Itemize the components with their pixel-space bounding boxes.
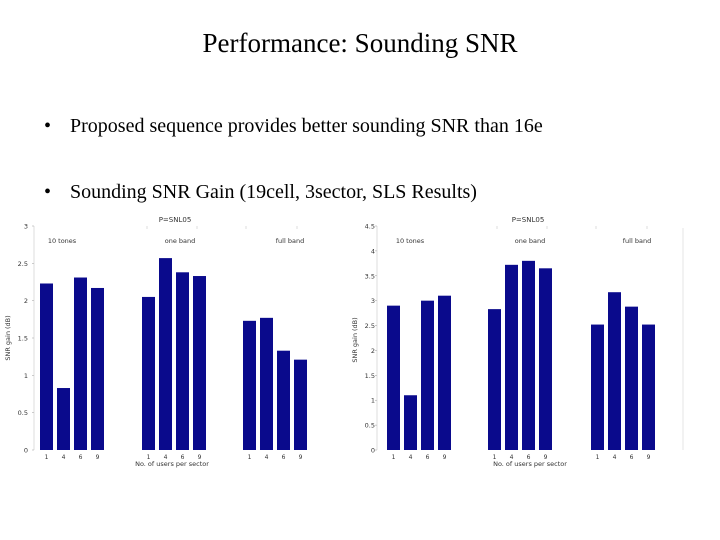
x-tick-label: 4 — [613, 454, 617, 461]
bar — [404, 395, 417, 450]
x-tick-label: 9 — [96, 454, 100, 461]
x-tick-label: 9 — [198, 454, 202, 461]
x-tick-label: 6 — [527, 454, 531, 461]
y-tick-label: 3 — [24, 223, 28, 231]
bar — [260, 317, 273, 450]
x-tick-label: 4 — [510, 454, 514, 461]
y-tick-label: 1.5 — [365, 372, 375, 380]
x-tick-label: 1 — [596, 454, 600, 461]
bar — [57, 388, 70, 450]
x-tick-label: 6 — [79, 454, 83, 461]
x-axis-label: No. of users per sector — [493, 460, 567, 468]
y-tick-label: 0 — [371, 447, 375, 455]
x-tick-label: 6 — [282, 454, 286, 461]
y-tick-label: 3 — [371, 297, 375, 305]
slide-title: Performance: Sounding SNR — [202, 28, 518, 58]
y-tick-label: 2 — [371, 347, 375, 355]
snr-gain-chart-right: P=SNL05 0 0.5 1 1.5 2 2.5 3 3.5 4 4.5 SNR gain (dB)… — [351, 216, 684, 468]
x-tick-label: 1 — [45, 454, 49, 461]
bar — [91, 287, 104, 450]
chart-title: P=SNL05 — [159, 216, 192, 224]
y-tick-label: 3.5 — [365, 272, 375, 280]
x-tick-label: 4 — [164, 454, 168, 461]
bar — [142, 296, 155, 450]
group-label: one band — [165, 237, 196, 245]
bar — [488, 309, 501, 450]
bar — [176, 272, 189, 450]
x-tick-label: 6 — [181, 454, 185, 461]
bar — [522, 260, 535, 450]
chart-title: P=SNL05 — [512, 216, 545, 224]
group-label: full band — [623, 237, 651, 245]
x-tick-label: 1 — [147, 454, 151, 461]
bullet-text: Proposed sequence provides better soundi… — [70, 115, 543, 137]
bar — [539, 268, 552, 450]
y-tick-label: 2.5 — [18, 260, 28, 268]
bar — [193, 276, 206, 450]
y-tick-label: 0 — [24, 447, 28, 455]
bar — [74, 277, 87, 450]
x-tick-label: 9 — [299, 454, 303, 461]
bar — [642, 324, 655, 450]
bar — [294, 359, 307, 450]
bar — [387, 305, 400, 450]
x-tick-label: 4 — [409, 454, 413, 461]
x-tick-label: 6 — [426, 454, 430, 461]
x-tick-label: 6 — [630, 454, 634, 461]
y-tick-label: 1 — [371, 397, 375, 405]
bar — [608, 292, 621, 450]
group-label: one band — [515, 237, 546, 245]
x-tick-label: 4 — [62, 454, 66, 461]
x-tick-label: 9 — [443, 454, 447, 461]
y-tick-label: 1.5 — [18, 335, 28, 343]
y-axis-label: SNR gain (dB) — [4, 315, 12, 360]
bar — [505, 264, 518, 450]
x-tick-label: 4 — [265, 454, 269, 461]
bullet-item: • Sounding SNR Gain (19cell, 3sector, SLS… — [44, 181, 477, 204]
x-tick-label: 1 — [248, 454, 252, 461]
group-label: 10 tones — [396, 237, 425, 245]
group-label: 10 tones — [48, 237, 77, 245]
group-label: full band — [276, 237, 304, 245]
x-tick-label: 1 — [392, 454, 396, 461]
x-tick-label: 1 — [493, 454, 497, 461]
bullet-icon: • — [44, 115, 52, 137]
bar — [277, 350, 290, 450]
y-axis-label: SNR gain (dB) — [351, 317, 359, 362]
snr-gain-chart-left: P=SNL05 0 0.5 1 1.5 2 2.5 3 SNR gain (dB) 10 tone… — [4, 216, 307, 468]
bar — [243, 320, 256, 450]
x-tick-label: 9 — [544, 454, 548, 461]
bar — [159, 258, 172, 450]
y-tick-label: 4 — [371, 247, 375, 255]
bar — [625, 306, 638, 450]
y-tick-label: 1 — [24, 372, 28, 380]
bar — [591, 324, 604, 450]
x-tick-label: 9 — [647, 454, 651, 461]
bullet-item: • Proposed sequence provides better sound… — [44, 115, 543, 138]
bar — [40, 283, 53, 450]
bullet-text: Sounding SNR Gain (19cell, 3sector, SLS … — [70, 181, 477, 203]
bullet-icon: • — [44, 181, 52, 203]
y-tick-label: 2 — [24, 297, 28, 305]
bar — [438, 295, 451, 450]
y-tick-label: 0.5 — [365, 422, 375, 430]
y-tick-label: 2.5 — [365, 322, 375, 330]
bar — [421, 300, 434, 450]
y-tick-label: 4.5 — [365, 223, 375, 231]
y-tick-label: 0.5 — [18, 409, 28, 417]
x-axis-label: No. of users per sector — [135, 460, 209, 468]
